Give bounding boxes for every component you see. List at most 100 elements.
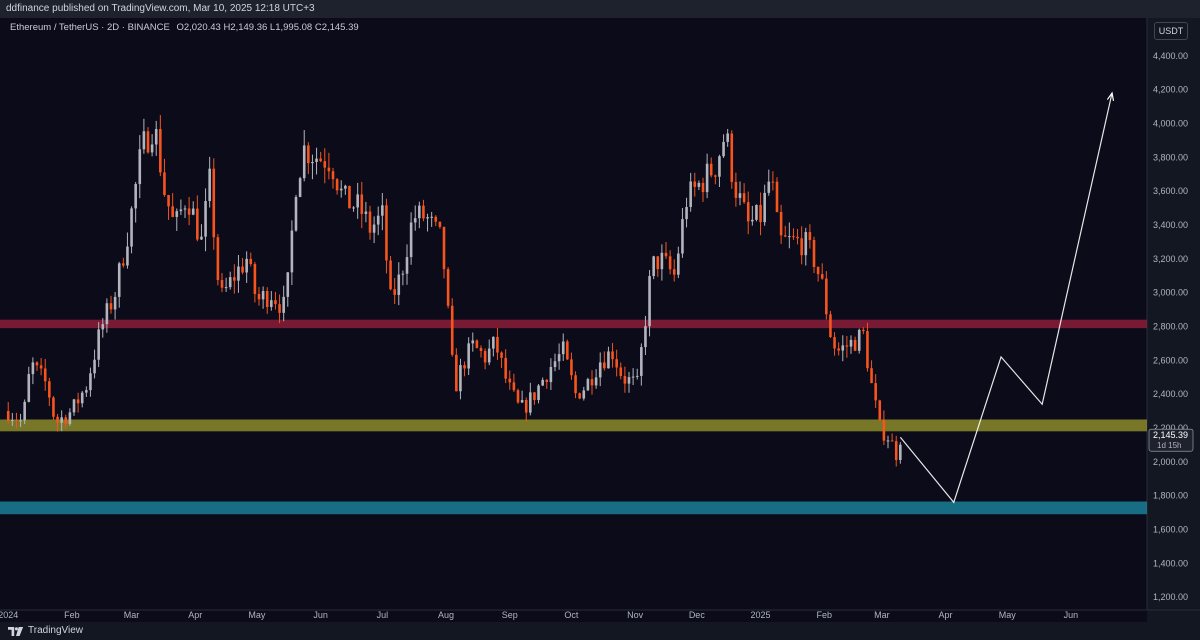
price-tick-label: 1,800.00	[1153, 491, 1188, 501]
candle-body	[508, 378, 512, 383]
candle-body	[270, 300, 273, 308]
candle-body	[228, 277, 232, 288]
price-axis-background[interactable]	[1147, 18, 1200, 622]
candle-body	[886, 440, 890, 442]
candle-body	[693, 181, 697, 187]
candle-body	[566, 341, 569, 360]
symbol-name: Ethereum / TetherUS · 2D · BINANCE	[10, 22, 170, 33]
candle-body	[672, 269, 676, 275]
candle-body	[409, 222, 413, 258]
candle-body	[467, 343, 470, 369]
candle-body	[290, 230, 294, 273]
candle-body	[714, 175, 717, 177]
candle-body	[775, 181, 779, 213]
time-tick-label: Sep	[502, 610, 518, 620]
candle-body	[438, 221, 442, 227]
candle-body	[278, 304, 281, 313]
candle-body	[196, 208, 199, 240]
candle-body	[19, 420, 22, 422]
price-tag-value: 2,145.39	[1153, 430, 1188, 440]
candle-body	[76, 399, 80, 404]
price-tag-countdown: 1d 15h	[1157, 441, 1181, 450]
candle-body	[455, 354, 458, 392]
projection-arrowhead	[1106, 91, 1115, 102]
candle-body	[648, 276, 651, 327]
candle-body	[212, 168, 216, 238]
candle-body	[586, 379, 590, 391]
candle-body	[689, 181, 692, 207]
price-chart[interactable]: 1,200.00 1,400.00 1,600.00 1,800.00 2,000.00…	[0, 18, 1200, 622]
time-tick-label: Oct	[564, 610, 579, 620]
candle-body	[516, 390, 520, 403]
candle-body	[237, 266, 240, 281]
time-tick-label: Feb	[64, 610, 80, 620]
candle-body	[442, 226, 446, 270]
candle-body	[11, 419, 14, 421]
candle-body	[738, 193, 742, 198]
candle-body	[360, 194, 364, 214]
candle-body	[142, 131, 146, 150]
candle-body	[52, 397, 55, 417]
candle-body	[372, 224, 376, 233]
candle-body	[878, 400, 882, 420]
candle-body	[718, 156, 721, 177]
candle-body	[623, 376, 627, 384]
tradingview-logo[interactable]: TradingView	[8, 622, 83, 640]
price-tick-label: 2,600.00	[1153, 355, 1188, 365]
candle-body	[894, 441, 898, 460]
candle-body	[163, 172, 166, 195]
brand-name: TradingView	[28, 625, 84, 636]
candle-body	[520, 399, 524, 403]
candle-body	[6, 411, 10, 421]
candle-body	[899, 444, 902, 460]
price-tick-label: 3,600.00	[1153, 186, 1188, 196]
time-tick-label: Aug	[438, 610, 454, 620]
published-by-bar: ddfinance published on TradingView.com, …	[0, 0, 1200, 18]
candle-body	[93, 359, 96, 374]
candle-body	[323, 161, 327, 168]
candle-body	[368, 211, 372, 233]
chart-container[interactable]: 1,200.00 1,400.00 1,600.00 1,800.00 2,000.00…	[0, 18, 1200, 622]
candle-body	[533, 392, 536, 401]
candle-body	[656, 256, 660, 270]
candle-body	[257, 293, 261, 300]
candle-body	[668, 256, 672, 270]
time-tick-label: Apr	[188, 610, 202, 620]
candle-body	[298, 178, 302, 197]
time-tick-label: Mar	[124, 610, 140, 620]
candle-body	[857, 329, 861, 351]
candle-body	[122, 263, 125, 266]
candle-body	[631, 376, 635, 378]
candle-body	[126, 246, 129, 266]
candle-body	[233, 277, 236, 281]
candle-body	[594, 377, 598, 386]
price-tick-label: 2,400.00	[1153, 389, 1188, 399]
currency-badge[interactable]: USDT	[1154, 22, 1188, 40]
time-tick-label: Nov	[627, 610, 644, 620]
candle-body	[450, 305, 454, 355]
candle-body	[187, 208, 191, 215]
candle-body	[545, 379, 549, 383]
candle-body	[130, 208, 133, 247]
candle-body	[327, 167, 331, 172]
candle-body	[311, 161, 314, 164]
symbol-info[interactable]: Ethereum / TetherUS · 2D · BINANCE O2,02…	[10, 22, 359, 33]
candle-body	[829, 314, 832, 338]
candle-body	[742, 193, 746, 203]
candle-body	[870, 368, 873, 384]
price-tag-box	[1148, 428, 1194, 452]
candle-body	[800, 238, 803, 256]
candle-body	[759, 204, 762, 223]
candle-body	[709, 163, 713, 176]
zone-1	[0, 319, 1147, 329]
candle-body	[134, 184, 137, 209]
candle-body	[524, 399, 528, 413]
candle-body	[159, 129, 162, 173]
candle-body	[405, 257, 409, 274]
candle-body	[101, 324, 105, 330]
candle-body	[381, 205, 384, 216]
candle-body	[376, 215, 380, 225]
candle-body	[426, 217, 429, 219]
candle-body	[874, 383, 877, 401]
